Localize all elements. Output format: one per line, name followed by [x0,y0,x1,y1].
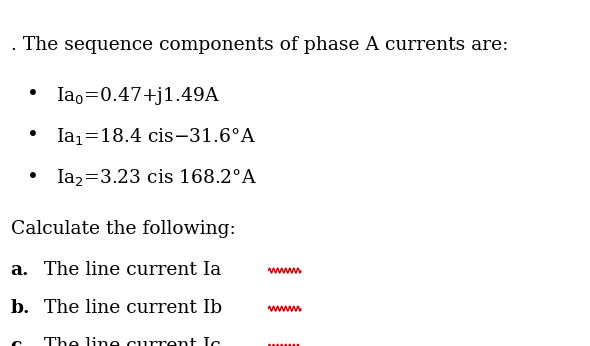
Text: •: • [27,126,38,145]
Text: •: • [27,85,38,104]
Text: a.: a. [11,261,29,279]
Text: The line current Ia: The line current Ia [44,261,221,279]
Text: . The sequence components of phase A currents are:: . The sequence components of phase A cur… [11,36,508,54]
Text: The line current Ic: The line current Ic [44,337,221,346]
Text: Ia$_{2}$=3.23 cis 168.2°A: Ia$_{2}$=3.23 cis 168.2°A [56,168,257,189]
Text: Ia$_{1}$=18.4 cis−31.6°A: Ia$_{1}$=18.4 cis−31.6°A [56,126,256,148]
Text: The line current Ib: The line current Ib [44,299,222,317]
Text: •: • [27,168,38,187]
Text: Calculate the following:: Calculate the following: [11,220,235,238]
Text: b.: b. [11,299,30,317]
Text: c.: c. [11,337,28,346]
Text: Ia$_{0}$=0.47+j1.49A: Ia$_{0}$=0.47+j1.49A [56,85,220,107]
